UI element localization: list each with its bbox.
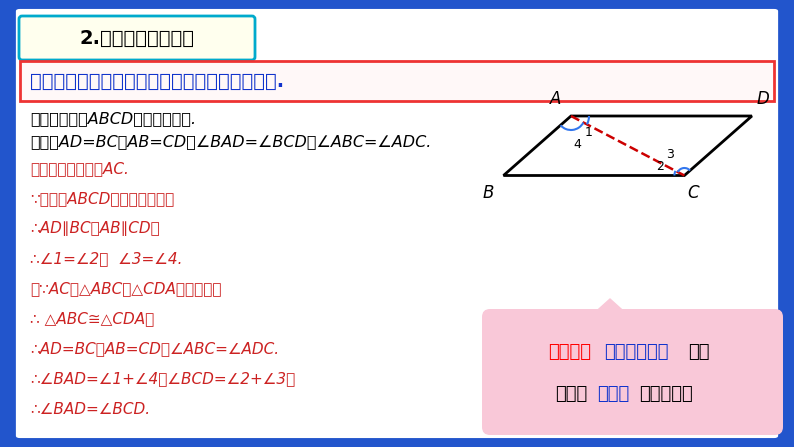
Text: 4: 4 (573, 138, 581, 151)
Text: 转化为: 转化为 (556, 385, 588, 403)
Text: ∴AD=BC，AB=CD，∠ABC=∠ADC.: ∴AD=BC，AB=CD，∠ABC=∠ADC. (30, 342, 279, 357)
Text: 2.平行四边形的性质: 2.平行四边形的性质 (79, 29, 195, 47)
Text: ∴ △ABC≅△CDA，: ∴ △ABC≅△CDA， (30, 312, 154, 326)
Text: B: B (482, 184, 494, 202)
Text: 把平行四边形: 把平行四边形 (604, 343, 669, 361)
Polygon shape (590, 299, 630, 317)
Text: A: A (549, 90, 561, 108)
Text: ∵四边形ABCD是平行四边形，: ∵四边形ABCD是平行四边形， (30, 191, 174, 207)
Text: C: C (688, 184, 699, 202)
Text: 求证：AD=BC，AB=CD，∠BAD=∠BCD，∠ABC=∠ADC.: 求证：AD=BC，AB=CD，∠BAD=∠BCD，∠ABC=∠ADC. (30, 135, 431, 149)
FancyBboxPatch shape (19, 16, 255, 60)
Text: ∴∠BAD=∠1+∠4，∠BCD=∠2+∠3，: ∴∠BAD=∠1+∠4，∠BCD=∠2+∠3， (30, 371, 295, 387)
FancyBboxPatch shape (20, 61, 774, 101)
Text: ∴∠1=∠2，  ∠3=∠4.: ∴∠1=∠2， ∠3=∠4. (30, 252, 183, 266)
Text: 已知：四边形ABCD是平行四边形.: 已知：四边形ABCD是平行四边形. (30, 111, 196, 127)
Text: 问题来解决: 问题来解决 (639, 385, 693, 403)
Text: ∴AD∥BC，AB∥CD，: ∴AD∥BC，AB∥CD， (30, 222, 160, 236)
Text: 1: 1 (585, 126, 593, 139)
Text: 三角形: 三角形 (598, 385, 630, 403)
FancyBboxPatch shape (482, 309, 783, 435)
Text: 证明：如图，连接AC.: 证明：如图，连接AC. (30, 161, 129, 177)
Text: 2: 2 (657, 160, 665, 173)
Text: 3: 3 (666, 148, 674, 161)
Text: 平行四边形的对边相等，平行四边形的对角相等.: 平行四边形的对边相等，平行四边形的对角相等. (30, 72, 284, 90)
Text: D: D (757, 90, 769, 108)
Text: 又∵AC是△ABC和△CDA的公共边，: 又∵AC是△ABC和△CDA的公共边， (30, 282, 222, 296)
Text: 问题: 问题 (688, 343, 710, 361)
Text: 作对角线: 作对角线 (549, 343, 592, 361)
Text: ∴∠BAD=∠BCD.: ∴∠BAD=∠BCD. (30, 401, 150, 417)
